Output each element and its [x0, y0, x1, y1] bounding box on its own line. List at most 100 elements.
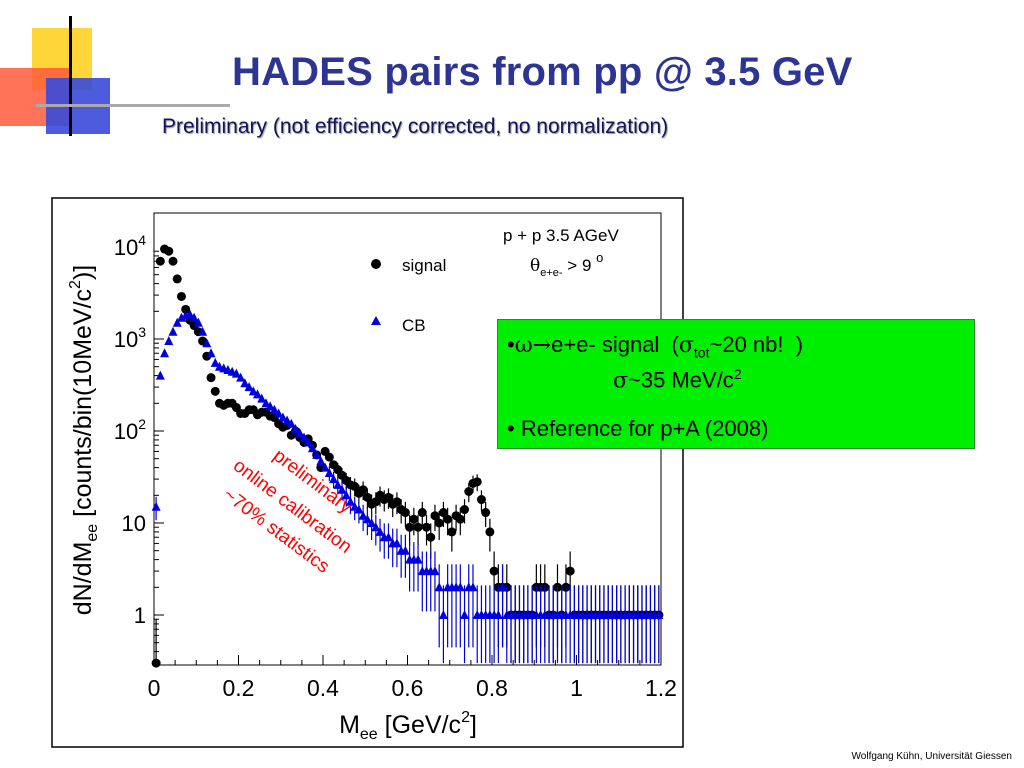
x-tick-label: 0.6: [392, 675, 424, 701]
cb-point: [392, 538, 402, 548]
signal-point: [443, 514, 453, 524]
cb-point: [468, 582, 478, 592]
signal-point: [455, 514, 465, 524]
x-tick-label: 0.4: [307, 675, 339, 701]
cb-point: [269, 404, 279, 414]
signal-point: [206, 373, 216, 383]
cb-point: [460, 610, 470, 619]
signal-point: [460, 505, 470, 515]
signal-point: [151, 658, 161, 668]
signal-point: [464, 486, 474, 496]
signal-point: [565, 566, 575, 576]
cb-point: [236, 372, 246, 382]
cb-point: [240, 378, 250, 388]
legend-cb-label: CB: [402, 316, 426, 335]
signal-point: [210, 386, 220, 396]
cb-point: [206, 348, 216, 358]
cb-point: [430, 566, 440, 576]
cb-point: [316, 456, 326, 466]
cb-point: [172, 317, 182, 327]
cb-point: [193, 317, 203, 327]
y-tick-label: 104: [114, 232, 146, 260]
cb-point: [299, 432, 309, 442]
signal-point: [172, 274, 182, 284]
cb-point: [371, 522, 381, 532]
cb-point: [202, 338, 212, 348]
footer-credit: Wolfgang Kühn, Universität Giessen: [851, 751, 1012, 762]
y-tick-label: 10: [122, 511, 146, 536]
cb-point: [244, 382, 254, 392]
cb-point: [286, 418, 296, 428]
legend-signal-label: signal: [402, 256, 446, 275]
signal-point: [417, 508, 427, 518]
y-tick-label: 102: [114, 416, 146, 444]
cb-point: [189, 312, 199, 322]
cb-point: [383, 532, 393, 542]
header-angle-cut: θe+e- > 9 o: [530, 250, 603, 279]
signal-point: [164, 246, 174, 256]
cb-point: [345, 496, 355, 506]
info-line-omega: •ω→e+e- signal (σtot~20 nb! ): [507, 332, 804, 361]
signal-point: [409, 514, 419, 524]
cb-point: [455, 582, 465, 592]
cb-point: [168, 326, 178, 336]
signal-point: [481, 508, 491, 518]
cb-point: [303, 437, 313, 447]
x-axis-title: Mee [GeV/c2]: [339, 709, 477, 743]
cb-point: [261, 398, 271, 408]
cb-point: [282, 415, 292, 425]
cb-point: [434, 582, 444, 592]
x-tick-label: 1: [570, 675, 583, 701]
chart-frame: [51, 197, 684, 748]
cb-point: [248, 386, 258, 396]
signal-point: [434, 518, 444, 528]
info-line-reference: • Reference for p+A (2008): [507, 416, 769, 441]
cb-point: [400, 545, 410, 555]
y-axis-title: dN/dMee [counts/bin(10MeV/c2)]: [67, 265, 101, 615]
signal-point: [426, 532, 436, 542]
cb-point: [413, 554, 423, 564]
cb-point: [375, 526, 385, 536]
cb-point: [333, 479, 343, 489]
cb-point: [291, 424, 301, 434]
corner-decoration: [0, 16, 230, 136]
signal-point: [413, 522, 423, 532]
cb-point: [312, 449, 322, 459]
y-tick-label: 1: [134, 603, 146, 628]
cb-point: [160, 348, 170, 358]
y-tick-label: 103: [114, 324, 146, 352]
signal-point: [181, 304, 191, 314]
cb-point: [320, 462, 330, 472]
info-line-width: σ~35 MeV/c2: [613, 366, 742, 394]
signal-point: [405, 522, 415, 532]
x-tick-label: 0: [148, 675, 161, 701]
cb-point: [358, 510, 368, 520]
cb-point: [265, 401, 275, 411]
cb-point: [151, 501, 161, 511]
cb-point: [278, 412, 288, 422]
x-tick-label: 0.8: [476, 675, 508, 701]
signal-point: [438, 508, 448, 518]
deco-horizontal-line: [36, 104, 230, 107]
signal-point: [447, 527, 457, 537]
signal-point: [176, 291, 186, 301]
cb-point: [274, 408, 284, 418]
cb-point: [198, 326, 208, 336]
cb-point: [307, 443, 317, 453]
x-tick-label: 1.2: [645, 675, 677, 701]
cb-point: [329, 474, 339, 484]
signal-point: [362, 492, 372, 502]
cb-point: [295, 428, 305, 438]
cb-point: [155, 370, 165, 380]
signal-point: [350, 481, 360, 491]
signal-point: [400, 508, 410, 518]
cb-point: [185, 309, 195, 319]
cb-point: [257, 393, 267, 403]
cb-point: [367, 518, 377, 527]
cb-point: [210, 357, 220, 367]
signal-point: [476, 495, 486, 505]
cb-point: [493, 610, 503, 619]
header-reaction: p + p 3.5 AGeV: [503, 226, 619, 245]
cb-point: [231, 368, 241, 378]
